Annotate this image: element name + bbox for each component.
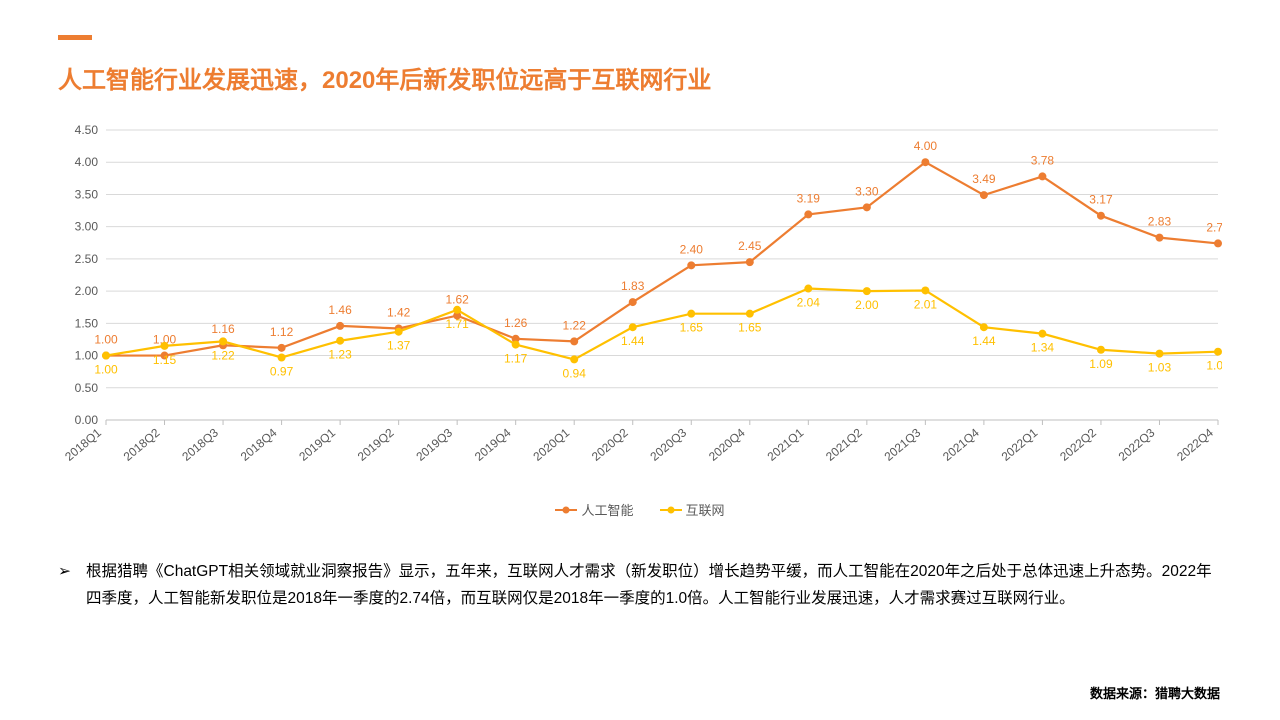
svg-text:2022Q2: 2022Q2 [1057,425,1099,463]
svg-text:4.00: 4.00 [914,139,938,153]
svg-text:2.40: 2.40 [680,242,704,256]
svg-text:2019Q2: 2019Q2 [355,425,397,463]
svg-text:3.78: 3.78 [1031,153,1055,167]
svg-text:2019Q1: 2019Q1 [296,425,338,463]
chart-svg: 0.00 0.50 1.00 1.50 2.00 2.50 3.00 3.50 4.00 4.50… [58,120,1222,515]
bullet-text: 根据猎聘《ChatGPT相关领域就业洞察报告》显示，五年来，互联网人才需求（新发… [86,558,1222,612]
svg-text:1.26: 1.26 [504,316,528,330]
svg-text:4.50: 4.50 [75,123,99,137]
legend-swatch [555,509,577,511]
svg-text:2020Q1: 2020Q1 [530,425,572,463]
svg-text:1.22: 1.22 [211,348,235,362]
svg-text:2.83: 2.83 [1148,215,1172,229]
svg-text:2022Q4: 2022Q4 [1174,425,1216,463]
svg-text:1.22: 1.22 [563,318,587,332]
legend-item: 人工智能 [555,500,633,519]
svg-text:1.37: 1.37 [387,339,411,353]
svg-text:1.65: 1.65 [680,321,704,335]
bullet-marker: ➢ [58,558,86,612]
svg-text:2018Q3: 2018Q3 [179,425,221,463]
accent-bar [58,35,92,40]
legend-swatch [660,509,682,511]
svg-text:3.50: 3.50 [75,187,99,201]
chart-legend: 人工智能 互联网 [58,500,1222,519]
svg-text:2.45: 2.45 [738,239,762,253]
svg-text:1.12: 1.12 [270,325,294,339]
analysis-bullet: ➢ 根据猎聘《ChatGPT相关领域就业洞察报告》显示，五年来，互联网人才需求（… [58,558,1222,612]
svg-text:1.34: 1.34 [1031,341,1055,355]
svg-text:1.44: 1.44 [972,334,996,348]
svg-text:1.00: 1.00 [94,363,118,377]
svg-text:1.23: 1.23 [328,348,352,362]
svg-text:1.06: 1.06 [1206,359,1222,373]
svg-text:2.74: 2.74 [1206,220,1222,234]
svg-text:2021Q1: 2021Q1 [765,425,807,463]
svg-text:1.71: 1.71 [445,317,469,331]
svg-text:2018Q4: 2018Q4 [238,425,280,463]
svg-text:1.62: 1.62 [445,293,469,307]
svg-text:1.50: 1.50 [75,316,99,330]
svg-text:2.00: 2.00 [75,284,99,298]
svg-text:0.94: 0.94 [563,366,587,380]
svg-text:0.00: 0.00 [75,413,99,427]
svg-text:1.09: 1.09 [1089,357,1113,371]
svg-text:2019Q4: 2019Q4 [472,425,514,463]
svg-text:3.17: 3.17 [1089,193,1113,207]
svg-text:3.19: 3.19 [797,191,821,205]
svg-text:1.16: 1.16 [211,322,235,336]
svg-text:2021Q3: 2021Q3 [882,425,924,463]
svg-text:1.00: 1.00 [94,333,118,347]
svg-text:2.04: 2.04 [797,296,821,310]
svg-text:1.46: 1.46 [328,303,352,317]
svg-text:1.44: 1.44 [621,334,645,348]
page-title: 人工智能行业发展迅速，2020年后新发职位远高于互联网行业 [58,60,711,95]
svg-text:1.17: 1.17 [504,352,528,366]
svg-text:1.03: 1.03 [1148,361,1172,375]
svg-text:2021Q2: 2021Q2 [823,425,865,463]
svg-text:2020Q3: 2020Q3 [647,425,689,463]
svg-text:2020Q2: 2020Q2 [589,425,631,463]
svg-text:2019Q3: 2019Q3 [413,425,455,463]
svg-text:1.65: 1.65 [738,321,762,335]
svg-text:1.42: 1.42 [387,305,411,319]
svg-text:2022Q1: 2022Q1 [999,425,1041,463]
svg-text:0.97: 0.97 [270,364,294,378]
svg-text:2.01: 2.01 [914,297,938,311]
svg-text:2.50: 2.50 [75,252,99,266]
svg-text:3.30: 3.30 [855,184,879,198]
svg-text:2018Q2: 2018Q2 [121,425,163,463]
svg-text:2022Q3: 2022Q3 [1116,425,1158,463]
svg-text:1.83: 1.83 [621,279,645,293]
svg-text:1.00: 1.00 [75,349,99,363]
svg-text:3.49: 3.49 [972,172,996,186]
legend-item: 互联网 [660,500,725,519]
legend-label: 互联网 [686,500,725,519]
line-chart: 0.00 0.50 1.00 1.50 2.00 2.50 3.00 3.50 4.00 4.50… [58,120,1222,515]
data-source-label: 数据来源：猎聘大数据 [1090,683,1220,702]
svg-text:1.15: 1.15 [153,353,177,367]
svg-text:0.50: 0.50 [75,381,99,395]
svg-text:2.00: 2.00 [855,298,879,312]
svg-text:3.00: 3.00 [75,220,99,234]
svg-text:2018Q1: 2018Q1 [62,425,104,463]
svg-text:4.00: 4.00 [75,155,99,169]
legend-label: 人工智能 [581,500,633,519]
svg-text:2020Q4: 2020Q4 [706,425,748,463]
svg-text:2021Q4: 2021Q4 [940,425,982,463]
